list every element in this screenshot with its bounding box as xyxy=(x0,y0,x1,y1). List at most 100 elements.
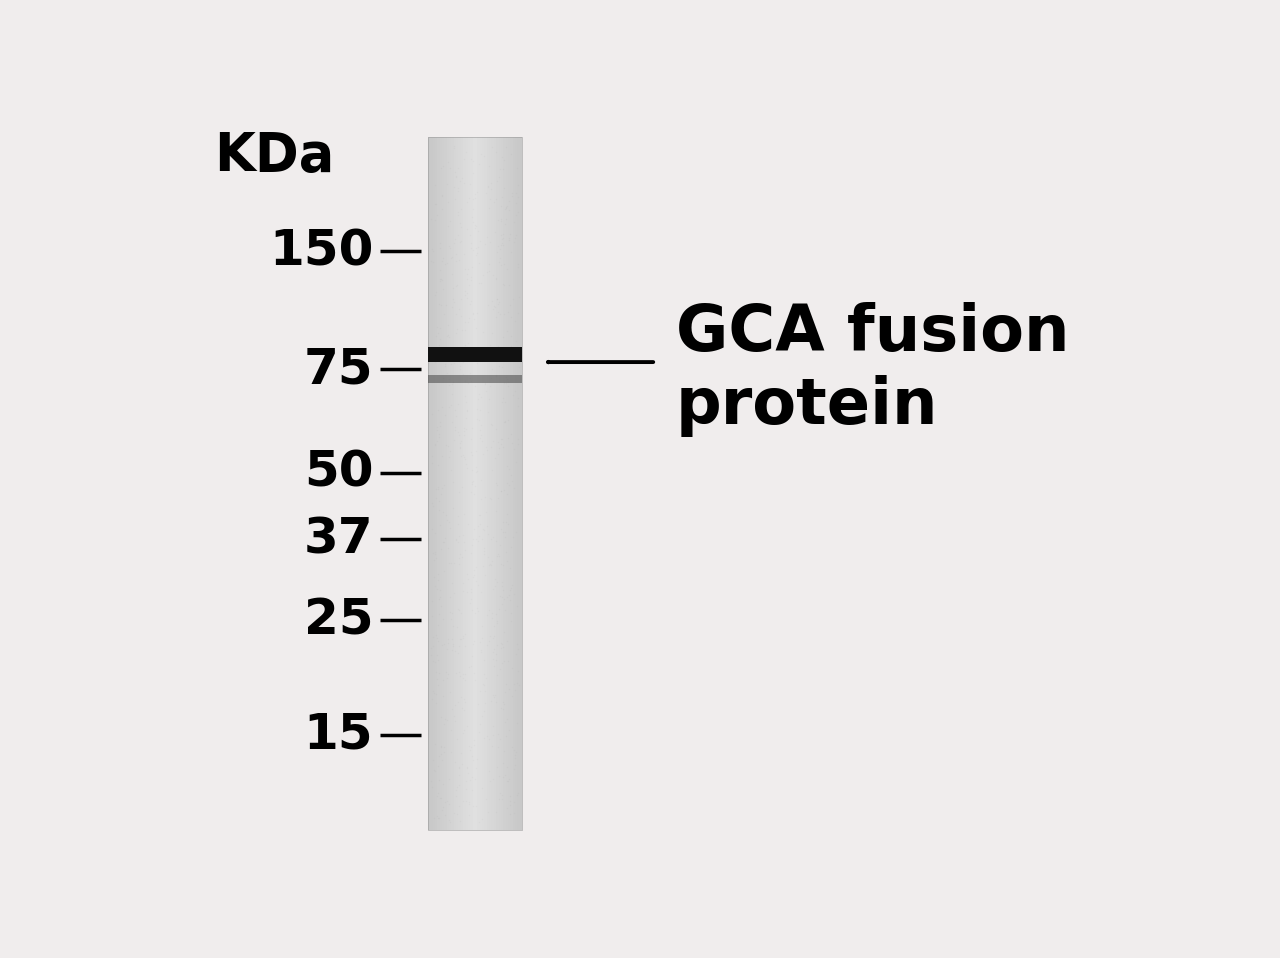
Point xyxy=(470,508,490,523)
Point xyxy=(440,722,461,738)
Point xyxy=(442,701,462,717)
Point xyxy=(425,665,445,680)
Point xyxy=(489,602,509,617)
Point xyxy=(460,176,480,192)
Point xyxy=(468,386,489,401)
Point xyxy=(498,304,518,319)
Point xyxy=(490,307,511,322)
Point xyxy=(493,391,513,406)
Point xyxy=(454,423,475,439)
Point xyxy=(471,418,492,433)
Point xyxy=(500,329,521,344)
Point xyxy=(434,807,454,822)
Point xyxy=(506,194,526,210)
Point xyxy=(471,781,492,796)
Point xyxy=(431,297,452,312)
Point xyxy=(462,166,483,181)
Point xyxy=(440,611,461,627)
Point xyxy=(506,758,526,773)
Point xyxy=(439,399,460,414)
Point xyxy=(434,478,454,493)
Point xyxy=(502,436,522,451)
Point xyxy=(457,718,477,734)
Point xyxy=(463,306,484,321)
Point xyxy=(499,194,520,209)
Point xyxy=(466,532,486,547)
Point xyxy=(422,638,443,653)
Bar xyxy=(484,137,486,831)
Point xyxy=(425,546,445,561)
Point xyxy=(476,671,497,686)
Point xyxy=(447,322,467,337)
Point xyxy=(426,433,447,448)
Point xyxy=(493,514,513,530)
Point xyxy=(477,264,498,280)
Text: 150: 150 xyxy=(269,227,374,276)
Bar xyxy=(483,137,484,831)
Point xyxy=(447,253,467,268)
Point xyxy=(454,639,475,654)
Point xyxy=(475,376,495,392)
Point xyxy=(442,631,462,647)
Point xyxy=(435,257,456,272)
Point xyxy=(485,367,506,382)
Point xyxy=(424,762,444,777)
Point xyxy=(448,602,468,617)
Point xyxy=(474,677,494,693)
Point xyxy=(468,413,489,428)
Point xyxy=(434,563,454,579)
Point xyxy=(497,800,517,815)
Bar xyxy=(442,137,444,831)
Point xyxy=(489,548,509,563)
Bar xyxy=(513,137,515,831)
Point xyxy=(506,750,526,765)
Point xyxy=(502,577,522,592)
Point xyxy=(434,717,454,732)
Point xyxy=(504,480,525,495)
Point xyxy=(453,793,474,809)
Point xyxy=(425,436,445,451)
Point xyxy=(458,350,479,365)
Point xyxy=(422,594,443,609)
Point xyxy=(440,444,461,459)
Point xyxy=(495,715,516,730)
Point xyxy=(445,165,466,180)
Point xyxy=(453,175,474,191)
Point xyxy=(421,211,442,226)
Point xyxy=(472,811,493,827)
Point xyxy=(485,308,506,324)
Bar xyxy=(430,137,433,831)
Point xyxy=(428,633,448,649)
Point xyxy=(508,190,529,205)
Point xyxy=(448,204,468,219)
Point xyxy=(445,169,466,184)
Point xyxy=(467,518,488,534)
Point xyxy=(457,194,477,209)
Point xyxy=(425,490,445,505)
Point xyxy=(433,273,453,288)
Point xyxy=(497,590,517,605)
Point xyxy=(475,568,495,583)
Point xyxy=(489,169,509,184)
Point xyxy=(492,431,512,446)
Point xyxy=(490,557,511,572)
Bar xyxy=(506,137,508,831)
Point xyxy=(454,449,475,465)
Point xyxy=(448,184,468,199)
Point xyxy=(500,426,521,442)
Point xyxy=(435,530,456,545)
Point xyxy=(486,805,507,820)
Point xyxy=(471,645,492,660)
Point xyxy=(460,742,480,758)
Point xyxy=(480,181,500,196)
Point xyxy=(477,404,498,420)
Point xyxy=(495,140,516,155)
Point xyxy=(448,760,468,775)
Point xyxy=(454,672,475,687)
Point xyxy=(426,481,447,496)
Point xyxy=(500,793,521,809)
Point xyxy=(483,718,503,733)
Point xyxy=(433,534,453,549)
Point xyxy=(431,802,452,817)
Point xyxy=(453,671,474,686)
